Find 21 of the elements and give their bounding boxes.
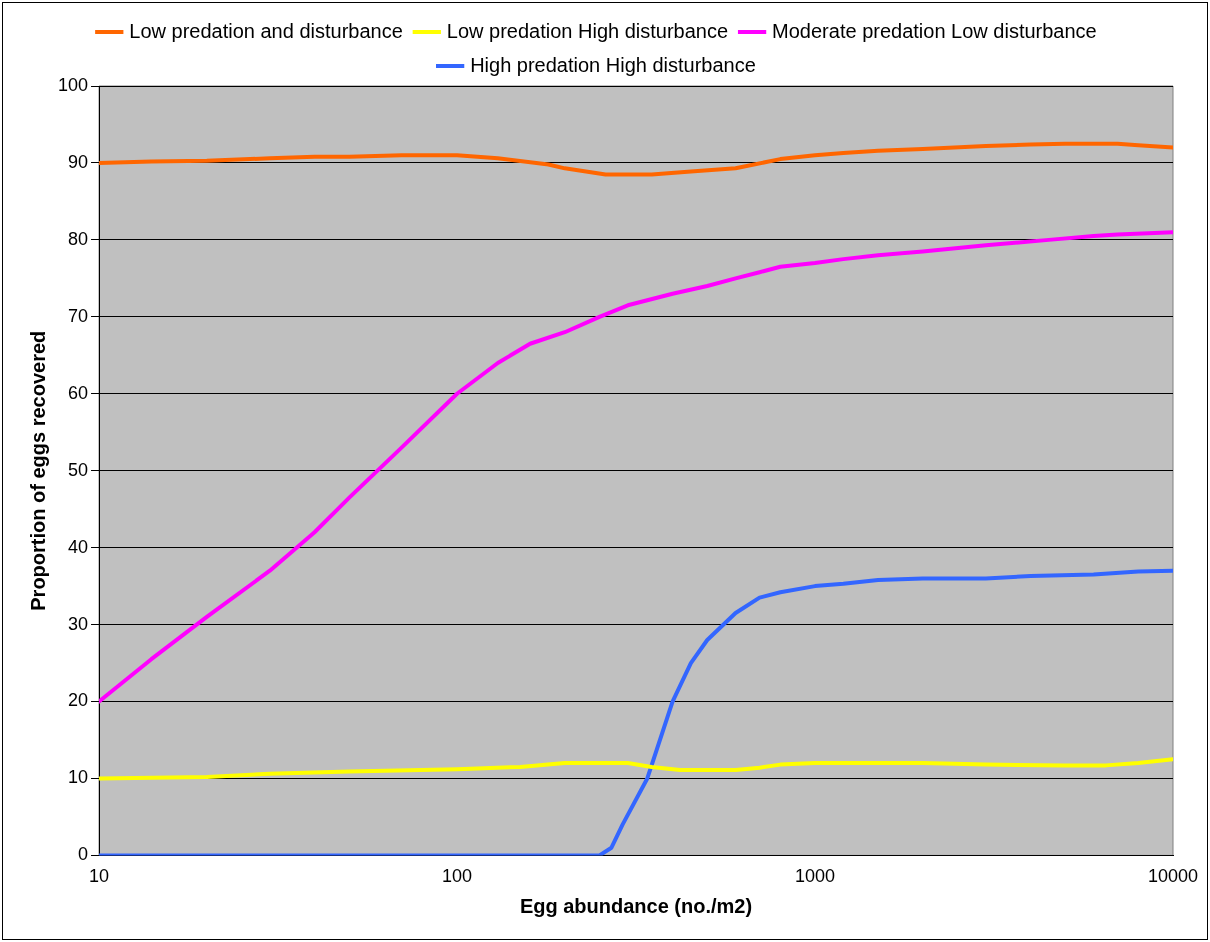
y-tick-label: 100 <box>57 74 89 95</box>
y-tick-label: 60 <box>68 382 89 403</box>
y-tick-label: 30 <box>68 613 89 634</box>
legend-label: Low predation and disturbance <box>129 19 403 42</box>
x-tick-label: 1000 <box>794 866 836 887</box>
legend-label: High predation High disturbance <box>470 53 756 76</box>
y-tick-label: 50 <box>68 459 89 480</box>
y-axis-title: Proportion of eggs recovered <box>26 330 49 611</box>
y-tick-label: 10 <box>68 767 89 788</box>
y-tick-label: 90 <box>68 151 89 172</box>
legend-label: Moderate predation Low disturbance <box>772 19 1097 42</box>
y-tick-label: 20 <box>68 690 89 711</box>
legend-label: Low predation High disturbance <box>446 19 729 42</box>
x-axis-title: Egg abundance (no./m2) <box>519 894 753 917</box>
y-tick-label: 70 <box>68 305 89 326</box>
x-tick-label: 10000 <box>1147 866 1199 887</box>
y-tick-label: 80 <box>68 228 89 249</box>
x-tick-label: 10 <box>89 866 110 887</box>
x-tick-label: 100 <box>442 866 473 887</box>
y-tick-label: 0 <box>78 844 89 865</box>
y-tick-label: 40 <box>68 536 89 557</box>
